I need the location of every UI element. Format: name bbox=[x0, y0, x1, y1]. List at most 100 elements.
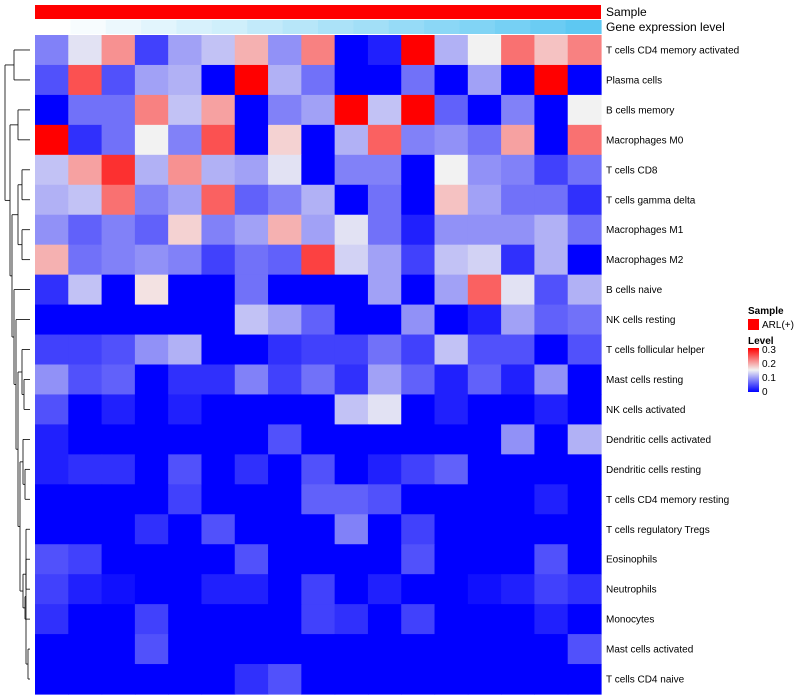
heatmap-cell bbox=[168, 604, 203, 635]
row-labels: T cells CD4 memory activated Plasma cells… bbox=[606, 45, 739, 685]
row-label: Plasma cells bbox=[606, 75, 662, 86]
heatmap-cell bbox=[334, 244, 369, 276]
heatmap-cell bbox=[301, 544, 336, 575]
heatmap-cell bbox=[168, 364, 203, 396]
heatmap-cell bbox=[268, 484, 302, 515]
heatmap-cell bbox=[434, 604, 469, 635]
heatmap-cell bbox=[101, 394, 136, 425]
heatmap-cell bbox=[534, 334, 569, 366]
heatmap-cell bbox=[367, 35, 402, 66]
heatmap-cell bbox=[134, 334, 169, 366]
heatmap-cell bbox=[35, 574, 69, 605]
heatmap-cell bbox=[234, 304, 269, 336]
gene-expression-cell bbox=[105, 20, 142, 34]
heatmap-cell bbox=[234, 334, 269, 366]
heatmap-cell bbox=[567, 274, 602, 306]
heatmap-cell bbox=[134, 274, 169, 306]
heatmap-cell bbox=[367, 514, 402, 545]
heatmap-cell bbox=[268, 304, 302, 336]
heatmap-cell bbox=[234, 514, 269, 545]
heatmap-cell bbox=[534, 544, 569, 575]
heatmap-cell bbox=[201, 304, 236, 336]
heatmap-cell bbox=[567, 334, 602, 366]
heatmap-cell bbox=[68, 394, 103, 425]
heatmap-cell bbox=[134, 94, 169, 126]
heatmap-cell bbox=[334, 184, 369, 216]
heatmap-cell bbox=[501, 634, 536, 665]
heatmap-cell bbox=[101, 454, 136, 485]
heatmap-cell bbox=[434, 514, 469, 545]
heatmap-cell bbox=[35, 124, 69, 156]
heatmap-cell bbox=[401, 124, 436, 156]
heatmap-cell bbox=[534, 604, 569, 635]
heatmap-cell bbox=[68, 274, 103, 306]
heatmap-cell bbox=[134, 544, 169, 575]
heatmap-cell bbox=[68, 664, 103, 695]
heatmap-cell bbox=[567, 484, 602, 515]
heatmap-cell bbox=[501, 364, 536, 396]
gene-expression-cell bbox=[318, 20, 354, 34]
heatmap-cell bbox=[501, 35, 536, 66]
heatmap-cell bbox=[367, 304, 402, 336]
row-label: Monocytes bbox=[606, 615, 654, 626]
gene-expression-cell bbox=[35, 20, 71, 34]
heatmap-cell bbox=[401, 334, 436, 366]
heatmap-cell bbox=[301, 634, 336, 665]
heatmap-cell bbox=[401, 394, 436, 425]
heatmap-cell bbox=[201, 544, 236, 575]
row-label: Dendritic cells activated bbox=[606, 435, 711, 446]
heatmap-cell bbox=[501, 544, 536, 575]
heatmap-cell bbox=[434, 64, 469, 96]
heatmap-cell bbox=[467, 35, 502, 66]
heatmap-cell bbox=[501, 94, 536, 126]
heatmap-cell bbox=[134, 604, 169, 635]
heatmap-cell bbox=[301, 124, 336, 156]
heatmap-cell bbox=[434, 184, 469, 216]
heatmap-cell bbox=[134, 244, 169, 276]
heatmap-cell bbox=[201, 574, 236, 605]
heatmap-cell bbox=[567, 544, 602, 575]
heatmap-cell bbox=[301, 664, 336, 695]
heatmap-cell bbox=[334, 634, 369, 665]
heatmap-cell bbox=[234, 454, 269, 485]
heatmap-cell bbox=[134, 634, 169, 665]
heatmap-cell bbox=[567, 154, 602, 186]
heatmap-cell bbox=[401, 184, 436, 216]
heatmap-cell bbox=[68, 364, 103, 396]
heatmap-cell bbox=[467, 184, 502, 216]
heatmap-cell bbox=[101, 334, 136, 366]
heatmap-cell bbox=[567, 184, 602, 216]
heatmap-cell bbox=[234, 634, 269, 665]
gene-expression-cell bbox=[70, 20, 107, 34]
heatmap-cell bbox=[334, 424, 369, 455]
gene-expression-cell bbox=[459, 20, 496, 34]
heatmap-cell bbox=[567, 634, 602, 665]
heatmap-cell bbox=[334, 35, 369, 66]
heatmap-cell bbox=[201, 514, 236, 545]
heatmap-cell bbox=[334, 394, 369, 425]
heatmap-cell bbox=[168, 544, 203, 575]
heatmap-cell bbox=[434, 94, 469, 126]
heatmap-cells bbox=[35, 35, 602, 695]
legend-level-tick: 0.3 bbox=[762, 345, 776, 356]
heatmap-cell bbox=[35, 244, 69, 276]
heatmap-cell bbox=[367, 604, 402, 635]
heatmap-cell bbox=[401, 364, 436, 396]
heatmap-cell bbox=[534, 634, 569, 665]
heatmap-cell bbox=[168, 35, 203, 66]
heatmap-cell bbox=[134, 364, 169, 396]
row-label: B cells naive bbox=[606, 285, 663, 296]
heatmap-cell bbox=[201, 364, 236, 396]
heatmap-cell bbox=[501, 124, 536, 156]
heatmap-cell bbox=[68, 64, 103, 96]
heatmap-cell bbox=[534, 304, 569, 336]
heatmap-cell bbox=[35, 454, 69, 485]
heatmap-cell bbox=[201, 394, 236, 425]
heatmap-cell bbox=[301, 604, 336, 635]
heatmap-cell bbox=[268, 214, 302, 246]
heatmap-cell bbox=[367, 154, 402, 186]
annotation-label-sample: Sample bbox=[606, 5, 647, 19]
heatmap-cell bbox=[301, 364, 336, 396]
heatmap-cell bbox=[268, 154, 302, 186]
heatmap-cell bbox=[234, 574, 269, 605]
